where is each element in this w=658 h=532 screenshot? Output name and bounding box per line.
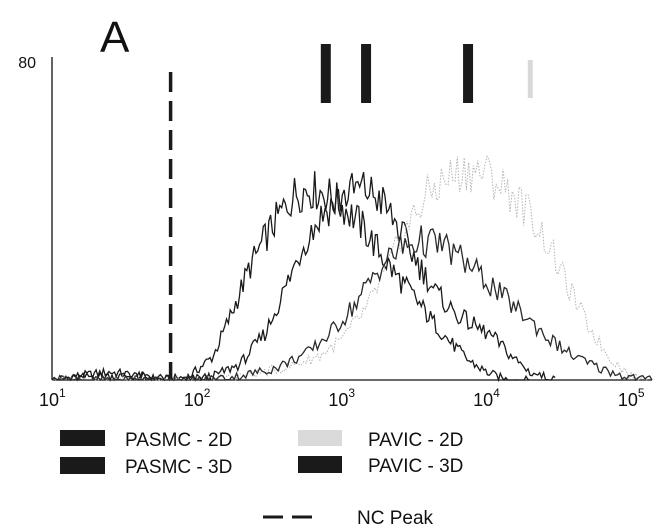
x-tick-base: 10 [618,390,638,410]
x-tick-label: 10 5 [618,386,645,410]
legend-label-pavic-2d: PAVIC - 2D [368,430,463,451]
panel-label: A [100,13,130,62]
x-tick-exponent: 5 [638,386,645,400]
legend-entry-nc-peak: NC Peak [263,508,434,529]
x-tick-labels: 10 1 10 2 10 3 10 4 10 5 [39,386,645,410]
legend-label-pasmc-2d: PASMC - 2D [125,430,232,451]
legend-swatch-pavic-3d [298,456,342,473]
peak-marker [527,60,533,98]
legend-swatch-pasmc-2d [60,430,105,446]
x-tick-label: 10 2 [184,386,211,410]
legend-label-pasmc-3d: PASMC - 3D [125,457,232,478]
legend-entry-pavic-3d: PAVIC - 3D [298,456,463,477]
series-line-pavic-3d [51,225,653,382]
peak-marker [463,44,474,103]
legend-label-pavic-3d: PAVIC - 3D [368,456,463,477]
legend-entry-pasmc-3d: PASMC - 3D [60,457,232,478]
x-tick-exponent: 2 [204,386,211,400]
series-line-pasmc-3d [52,172,556,382]
peak-marker [361,44,372,103]
x-tick-exponent: 4 [493,386,500,400]
legend-label-nc-peak: NC Peak [357,508,434,529]
x-tick-exponent: 3 [348,386,355,400]
x-tick-label: 10 4 [473,386,500,410]
x-tick-base: 10 [328,390,348,410]
legend-swatch-pasmc-3d [60,457,105,474]
peak-markers [320,44,533,103]
histogram-series [51,154,653,383]
x-tick-label: 10 3 [328,386,355,410]
x-tick-exponent: 1 [59,386,66,400]
peak-marker [320,44,331,103]
y-tick-label: 80 [18,55,36,72]
x-tick-base: 10 [39,390,59,410]
legend-swatch-pavic-2d [298,430,342,446]
legend-entry-pavic-2d: PAVIC - 2D [298,430,463,451]
x-tick-base: 10 [473,390,493,410]
x-tick-label: 10 1 [39,386,66,410]
y-tick-labels: 80 [18,55,36,72]
legend-entry-pasmc-2d: PASMC - 2D [60,430,232,451]
x-tick-base: 10 [184,390,204,410]
legend: PASMC - 2D PAVIC - 2D PASMC - 3D PAVIC -… [60,430,463,529]
series-line-pavic-2d [52,154,648,381]
